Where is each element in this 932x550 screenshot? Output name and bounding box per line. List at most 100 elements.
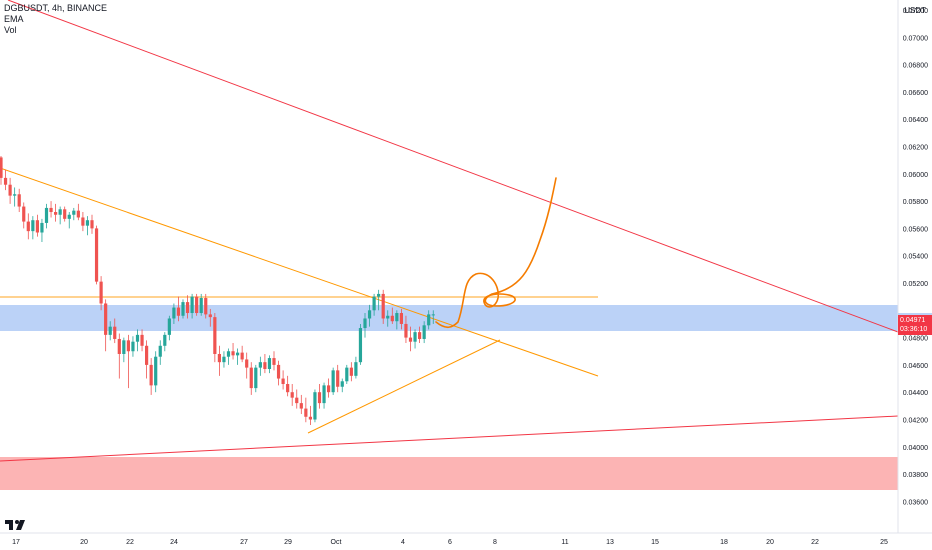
candle-body[interactable] — [427, 314, 431, 326]
candle-body[interactable] — [149, 364, 153, 386]
candle-body[interactable] — [49, 207, 53, 213]
candle-body[interactable] — [104, 303, 108, 335]
candle-body[interactable] — [17, 194, 21, 207]
candle-body[interactable] — [213, 317, 217, 354]
candle-body[interactable] — [72, 210, 76, 215]
candle-body[interactable] — [81, 217, 85, 226]
candle-body[interactable] — [35, 220, 39, 233]
candle-body[interactable] — [163, 334, 167, 346]
candle-body[interactable] — [122, 340, 126, 354]
currency-unit[interactable]: USDT — [904, 6, 926, 15]
candle-body[interactable] — [381, 293, 385, 319]
candle-body[interactable] — [108, 326, 112, 335]
candle-body[interactable] — [231, 351, 235, 356]
price-axis[interactable]: 0.07200 0.07000 0.06800 0.06600 0.06400 0.062… — [903, 8, 928, 506]
candle-body[interactable] — [322, 385, 326, 404]
ema-indicator-label[interactable]: EMA — [4, 14, 24, 24]
candle-body[interactable] — [304, 408, 308, 417]
candle-body[interactable] — [422, 325, 426, 339]
candle-body[interactable] — [349, 367, 353, 376]
candle-body[interactable] — [131, 341, 135, 352]
candle-body[interactable] — [236, 352, 240, 356]
candle-body[interactable] — [22, 206, 26, 222]
candle-body[interactable] — [281, 378, 285, 385]
candle-body[interactable] — [99, 281, 103, 304]
candle-body[interactable] — [85, 220, 90, 226]
candle-body[interactable] — [40, 222, 44, 233]
candle-body[interactable] — [58, 209, 62, 215]
candle-body[interactable] — [190, 296, 194, 314]
candle-body[interactable] — [67, 214, 71, 219]
candle-body[interactable] — [167, 318, 171, 335]
candle-body[interactable] — [94, 228, 99, 282]
candle-body[interactable] — [258, 362, 262, 368]
candle-body[interactable] — [408, 337, 413, 342]
candle-body[interactable] — [336, 370, 340, 387]
candle-body[interactable] — [254, 367, 258, 389]
descending-resistance-line[interactable] — [7, 0, 899, 333]
candle-body[interactable] — [313, 392, 317, 420]
candle-body[interactable] — [0, 157, 3, 178]
candle-body[interactable] — [267, 358, 272, 369]
candle-body[interactable] — [263, 362, 267, 369]
candle-body[interactable] — [90, 220, 94, 229]
candle-body[interactable] — [199, 298, 203, 314]
candle-body[interactable] — [63, 209, 67, 219]
candle-body[interactable] — [399, 313, 403, 324]
candle-body[interactable] — [222, 356, 226, 363]
candle-body[interactable] — [372, 296, 376, 311]
candle-body[interactable] — [390, 315, 394, 322]
candle-body[interactable] — [299, 403, 303, 409]
candle-body[interactable] — [208, 314, 212, 318]
candle-body[interactable] — [413, 332, 417, 342]
candle-body[interactable] — [8, 184, 12, 196]
candle-body[interactable] — [31, 220, 35, 232]
candle-body[interactable] — [276, 364, 281, 379]
candle-body[interactable] — [204, 298, 208, 315]
candle-body[interactable] — [395, 313, 399, 322]
candle-body[interactable] — [404, 323, 408, 338]
triangle-upper-line[interactable] — [0, 167, 599, 377]
candle-body[interactable] — [290, 392, 294, 398]
candle-body[interactable] — [140, 334, 144, 346]
candle-body[interactable] — [418, 332, 422, 339]
candle-body[interactable] — [26, 221, 30, 232]
volume-indicator-label[interactable]: Vol — [4, 25, 17, 35]
candle-body[interactable] — [176, 307, 181, 316]
candle-body[interactable] — [226, 351, 231, 357]
candle-body[interactable] — [245, 359, 249, 368]
candle-body[interactable] — [363, 318, 367, 329]
candle-body[interactable] — [331, 370, 335, 393]
candle-body[interactable] — [145, 345, 149, 365]
candle-body[interactable] — [3, 177, 8, 185]
candle-body[interactable] — [286, 384, 290, 393]
support-zone[interactable] — [0, 457, 898, 490]
candle-body[interactable] — [158, 345, 162, 357]
candle-body[interactable] — [386, 315, 390, 319]
time-axis[interactable]: 17 20 22 24 27 29 Oct 4 6 8 11 13 15 18 20 22 25 — [12, 539, 888, 546]
candle-body[interactable] — [217, 353, 221, 363]
ascending-support-line[interactable] — [0, 415, 899, 462]
candle-body[interactable] — [181, 302, 185, 316]
candle-body[interactable] — [377, 293, 381, 297]
candle-body[interactable] — [76, 210, 80, 218]
candle-body[interactable] — [345, 367, 349, 382]
candle-body[interactable] — [317, 392, 322, 404]
candle-body[interactable] — [117, 338, 121, 354]
candle-body[interactable] — [195, 296, 199, 314]
candle-body[interactable] — [13, 194, 17, 196]
candle-body[interactable] — [295, 397, 299, 404]
candle-body[interactable] — [308, 416, 312, 420]
candle-body[interactable] — [327, 385, 331, 393]
candle-body[interactable] — [126, 340, 130, 352]
triangle-lower-line[interactable] — [307, 339, 501, 434]
candle-body[interactable] — [172, 307, 176, 319]
candle-body[interactable] — [44, 207, 49, 223]
candle-body[interactable] — [358, 328, 363, 363]
candle-body[interactable] — [113, 326, 117, 339]
candle-body[interactable] — [249, 367, 253, 389]
candle-body[interactable] — [154, 356, 158, 386]
candle-body[interactable] — [367, 310, 372, 319]
symbol-title[interactable]: DGBUSDT, 4h, BINANCE — [4, 3, 108, 13]
